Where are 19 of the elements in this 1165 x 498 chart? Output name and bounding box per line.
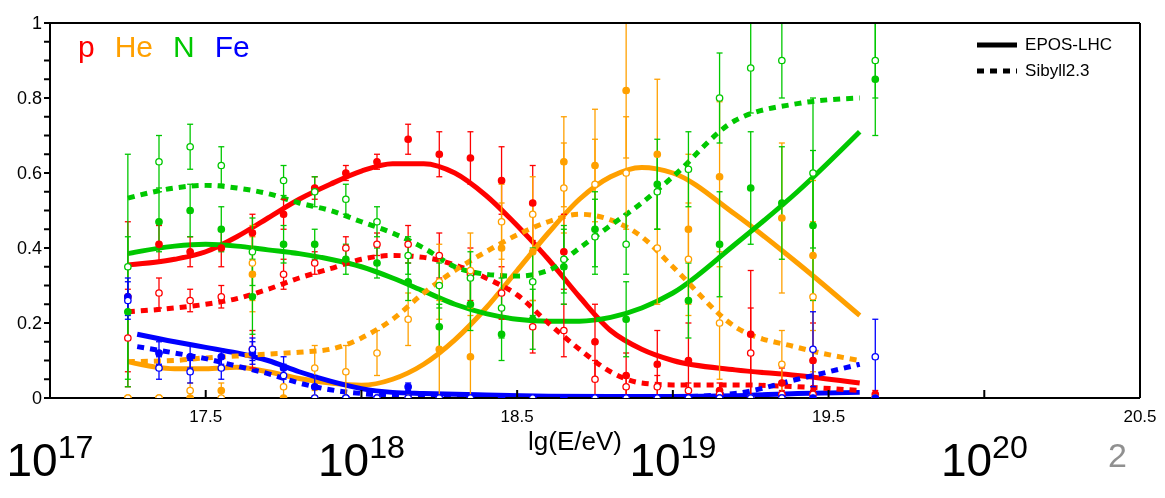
x2-tick-label: 10$^{20}$: [940, 429, 1028, 486]
x2-tick-label: 10$^{19}$: [629, 429, 717, 486]
y-tick-label: 0.2: [16, 313, 42, 333]
x2-tick-label: 10$^{18}$: [317, 429, 405, 486]
y-tick-label: 0: [31, 388, 42, 408]
x-tick-label: 19.5: [812, 407, 846, 426]
y-tick-label: 1: [31, 13, 42, 33]
x-tick-label: 17.5: [189, 407, 223, 426]
y-tick-label: 0.8: [16, 88, 42, 108]
annotation: Sibyll2.3: [1025, 61, 1090, 81]
text: 2: [1108, 436, 1127, 475]
element-legend: p He N Fe: [78, 30, 250, 64]
y-tick-label: 0.4: [16, 238, 42, 258]
y-tick-label: 0.6: [16, 163, 42, 183]
x-tick-label: 18.5: [500, 407, 534, 426]
x-tick-label: 20.5: [1123, 407, 1157, 426]
x-axis-title: lg(E/eV): [528, 426, 622, 457]
annotation: EPOS-LHC: [1025, 35, 1112, 55]
x2-tick-label: 10$^{17}$: [6, 429, 94, 486]
